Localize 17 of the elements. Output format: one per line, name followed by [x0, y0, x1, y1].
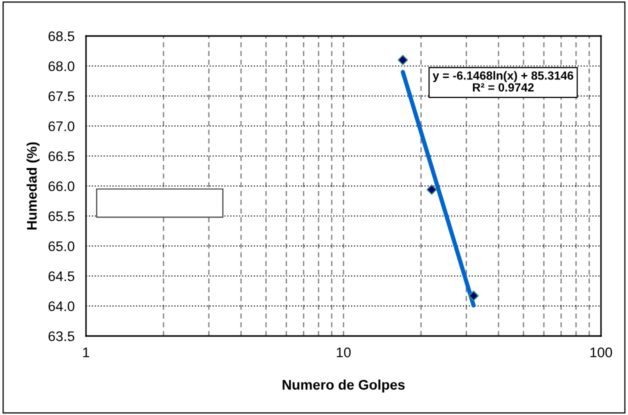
y-tick-label: 68.0: [48, 61, 74, 72]
y-tick-label: 67.0: [48, 121, 74, 132]
x-axis-title: Numero de Golpes: [282, 380, 405, 392]
x-tick-label: 100: [590, 347, 612, 358]
y-tick-label: 63.5: [48, 331, 74, 342]
y-tick-label: 64.0: [48, 301, 74, 312]
y-tick-label: 64.5: [48, 271, 74, 282]
x-tick-label: 1: [83, 348, 90, 358]
y-tick-label: 65.5: [48, 211, 74, 222]
y-tick-label: 68.5: [48, 31, 74, 42]
y-axis-title: Humedad (%): [26, 142, 40, 230]
y-tick-label: 65.0: [48, 241, 74, 252]
y-tick-label: 66.5: [48, 151, 74, 162]
x-tick-label: 10: [336, 347, 351, 358]
y-tick-label: 66.0: [48, 181, 74, 192]
annotation: y = -6.1468ln(x) + 85.3146 R² = 0.9742: [432, 71, 574, 92]
y-tick-label: 67.5: [48, 91, 74, 102]
